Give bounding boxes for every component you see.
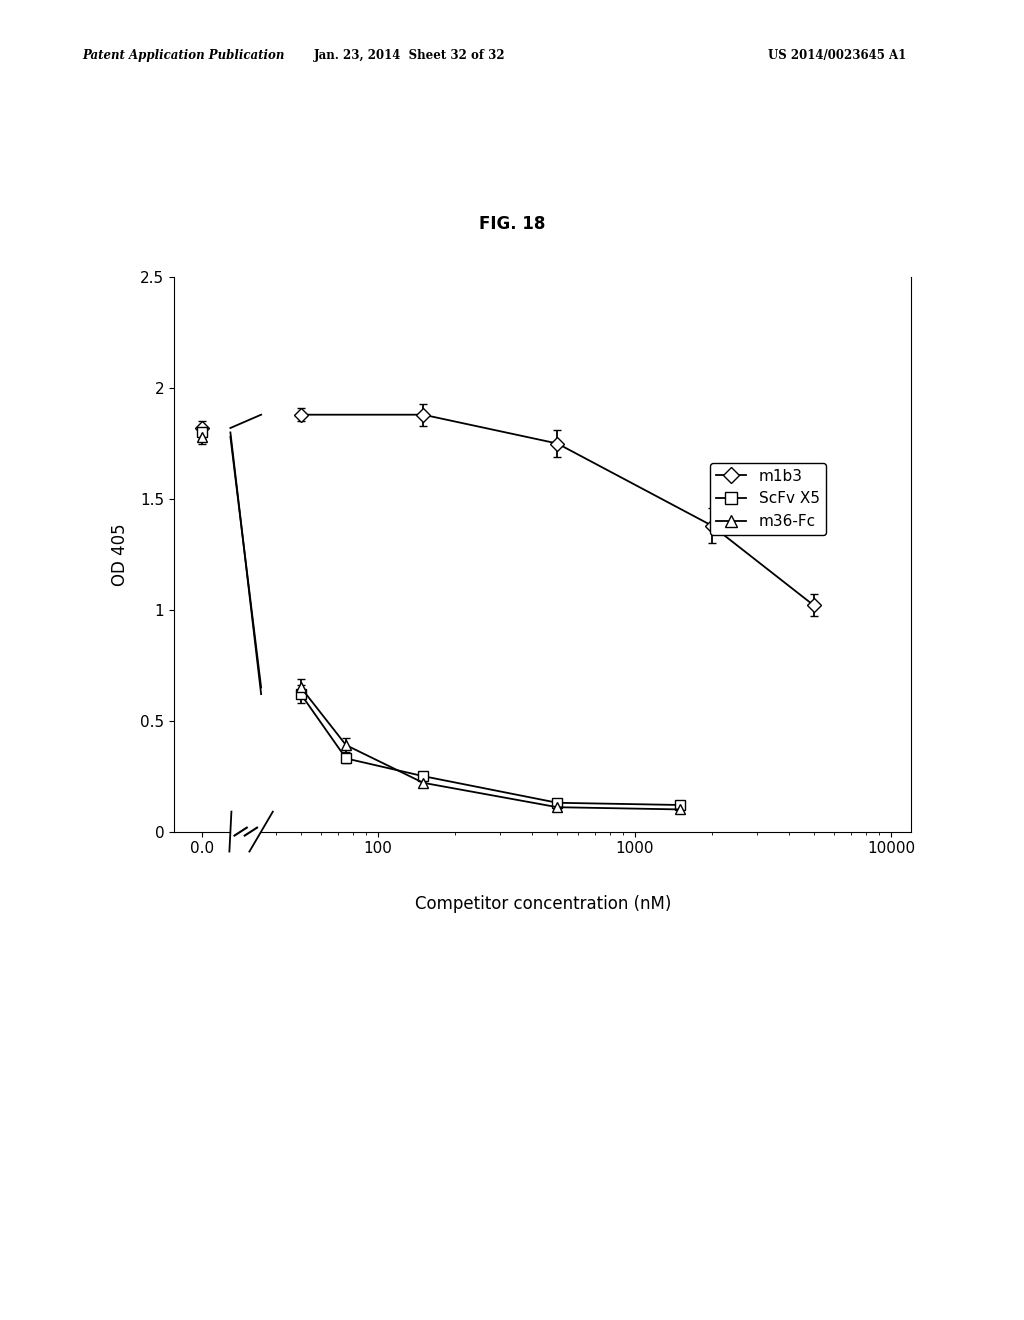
- Text: Competitor concentration (nM): Competitor concentration (nM): [415, 895, 671, 913]
- Text: US 2014/0023645 A1: US 2014/0023645 A1: [768, 49, 906, 62]
- Text: FIG. 18: FIG. 18: [479, 215, 545, 234]
- Text: Patent Application Publication: Patent Application Publication: [82, 49, 285, 62]
- Y-axis label: OD 405: OD 405: [112, 523, 129, 586]
- Legend: m1b3, ScFv X5, m36-Fc: m1b3, ScFv X5, m36-Fc: [710, 463, 825, 535]
- Text: Jan. 23, 2014  Sheet 32 of 32: Jan. 23, 2014 Sheet 32 of 32: [313, 49, 506, 62]
